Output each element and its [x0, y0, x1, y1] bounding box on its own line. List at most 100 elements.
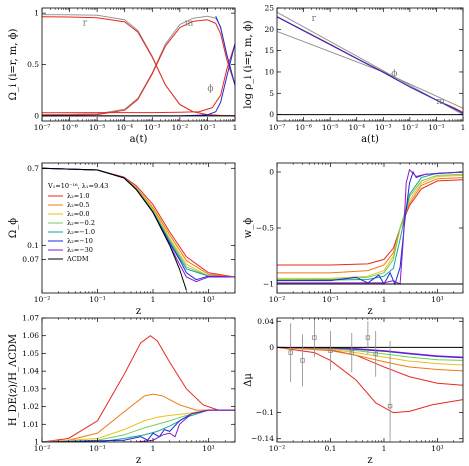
y-tick-label: 0.7: [27, 164, 39, 173]
y-tick-label: 0: [269, 343, 274, 352]
series-group: [42, 335, 235, 442]
y-tick-label: 0: [34, 111, 39, 120]
x-tick-label: 10⁻³: [144, 123, 161, 132]
legend-entry: λ₂=0.0: [67, 210, 90, 218]
y-axis-label: log ρ_i (i=r, m, ϕ): [243, 20, 254, 108]
curve-annotation: m: [185, 18, 194, 28]
series-line-red: [277, 346, 463, 386]
panel-logrho_vs_a: 10⁻⁷ 10⁻⁶ 10⁻⁵ 10⁻⁴ 10⁻³ 10⁻² 10⁻¹ 10510152025a…: [243, 4, 465, 146]
x-tick-label: 10¹: [202, 444, 215, 453]
x-tick-label: 1: [382, 295, 387, 304]
x-tick-label: 10⁻²: [34, 444, 51, 453]
series-line-orange: [277, 177, 463, 274]
data-point: [373, 351, 378, 357]
x-tick-label: 10⁻²: [402, 123, 419, 132]
y-tick-label: 15: [264, 46, 274, 55]
x-tick-label: 1: [461, 123, 466, 132]
x-tick-label: 1: [151, 295, 156, 304]
x-tick-label: 10⁻⁶: [61, 123, 78, 132]
y-tick-label: 1.05: [22, 349, 39, 358]
x-axis-label: a(t): [130, 134, 148, 145]
x-axis-label: z: [136, 455, 141, 466]
legend-entry: λ₂=−10: [67, 237, 93, 245]
series-line-red: [42, 16, 235, 117]
data-point: [328, 348, 333, 353]
y-tick-label: 5: [269, 89, 274, 98]
legend-entry: λ₂=1.0: [67, 192, 90, 200]
y-tick-label: 1.06: [22, 331, 39, 340]
legend-entry: λ₂=−30: [67, 246, 93, 254]
x-tick-label: 10⁻⁷: [34, 123, 51, 132]
curve-annotation: ϕ: [207, 84, 213, 94]
curve-annotation: r: [83, 18, 88, 28]
series-group: [277, 11, 463, 116]
panel-wphi_vs_z: 10⁻² 10⁻¹ 1 10¹ 0 −0.5 −1 z w_ϕ: [243, 162, 464, 317]
series-line-red: [277, 346, 463, 414]
data-point: [349, 350, 354, 355]
x-tick-label: 10⁻¹: [322, 295, 339, 304]
y-tick-label: 1.01: [22, 420, 39, 429]
x-tick-label: 10⁻⁵: [89, 123, 106, 132]
y-tick-label: −0.1: [256, 408, 274, 417]
series-line-red: [42, 335, 235, 442]
x-tick-label: 10⁻²: [269, 444, 286, 453]
series-line-purple: [277, 168, 463, 285]
x-tick-label: 10¹: [202, 295, 215, 304]
curve-annotation: m: [436, 97, 445, 107]
x-tick-label: 10⁻¹: [89, 295, 106, 304]
x-tick-label: 10⁻⁵: [322, 123, 339, 132]
y-tick-label: −0.5: [256, 224, 274, 233]
plot-frame: [41, 7, 236, 122]
y-tick-label: 1.07: [22, 314, 39, 323]
series-group: [277, 346, 463, 414]
x-tick-label: 10⁻⁶: [295, 123, 312, 132]
plot-frame: [41, 317, 236, 443]
series-line-red: [42, 19, 235, 116]
curve-annotation: ϕ: [391, 69, 397, 79]
series-line-blue: [42, 43, 235, 117]
series-group: [277, 168, 463, 286]
legend-title: V₁=10⁻¹⁶, λ₁=9.43: [47, 182, 108, 190]
curve-annotation: r: [312, 14, 317, 24]
y-axis-label: H_DE(z)/H_ΛCDM: [8, 334, 19, 426]
panel-omegaphi_vs_z: 10⁻² 10⁻¹ 1 10¹ 0.7 0.1 0.07 z Ω_ϕ V₁=10⁻¹⁶, λ₁=9…: [8, 162, 236, 317]
y-tick-label: 0: [269, 167, 274, 176]
panel-dmu_vs_z: 10⁻² 0.1 1 10¹ 0.04 0 −0.1 −0.14 z Δμ: [243, 317, 464, 466]
plot-frame: [276, 317, 464, 443]
plot-frame: [41, 162, 236, 294]
y-tick-label: 0.5: [27, 60, 39, 69]
panel-hratio_vs_z: 10⁻² 10⁻¹ 1 10¹ 1 1.01 1.02 1.03 1.04 1.05 1.06 1.0…: [8, 314, 236, 466]
series-line-orange: [42, 393, 235, 442]
y-tick-label: −0.14: [251, 434, 274, 443]
y-axis-label: Ω_i (i=r, m, ϕ): [8, 29, 19, 101]
x-tick-label: 0.1: [325, 444, 337, 453]
y-tick-label: 1: [34, 438, 39, 447]
series-line-red: [277, 16, 463, 113]
data-point: [312, 335, 317, 340]
series-line-blue: [215, 16, 235, 86]
series-line-black: [42, 167, 187, 291]
x-tick-label: 1: [233, 123, 238, 132]
x-axis-label: a(t): [361, 134, 379, 145]
series-group: [42, 14, 235, 117]
y-tick-label: 1.02: [22, 402, 39, 411]
data-point: [288, 350, 293, 355]
y-tick-label: 1: [34, 9, 39, 18]
legend-entry: λ₂=−1.0: [67, 228, 95, 236]
series-line-red: [277, 179, 463, 266]
y-tick-label: 0.07: [22, 255, 39, 264]
series-group: [42, 167, 235, 291]
x-tick-label: 1: [382, 444, 387, 453]
x-tick-label: 10¹: [431, 444, 444, 453]
y-axis-label: w_ϕ: [243, 218, 254, 239]
y-tick-label: 20: [264, 25, 274, 34]
series-line-gray: [42, 14, 235, 117]
y-tick-label: 1.03: [22, 384, 39, 393]
x-tick-label: 10⁻⁴: [116, 123, 133, 132]
data-point: [387, 403, 393, 409]
x-tick-label: 10¹: [431, 295, 444, 304]
x-axis-label: z: [367, 455, 372, 466]
x-tick-label: 10⁻⁷: [269, 123, 286, 132]
y-tick-label: 0.1: [27, 241, 39, 250]
